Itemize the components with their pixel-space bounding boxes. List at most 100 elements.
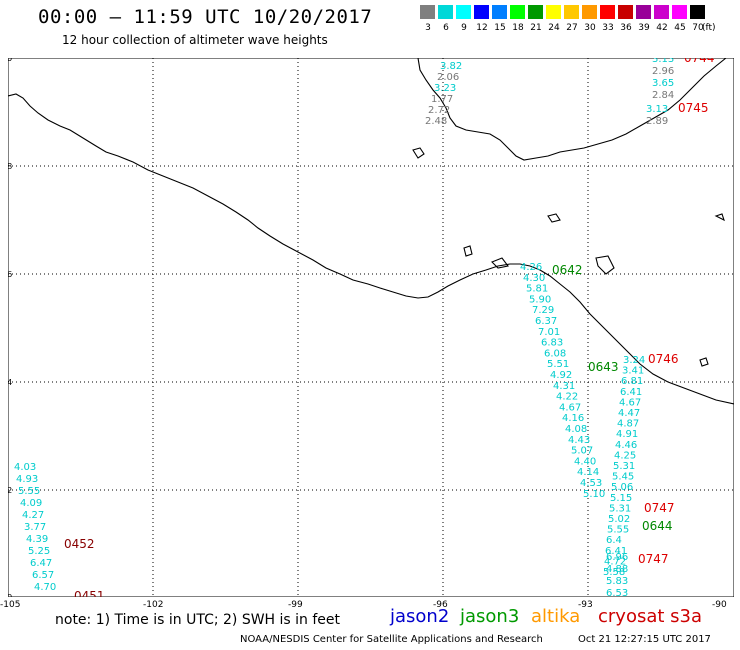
wave-height-value: 6.4 — [606, 535, 622, 546]
wave-height-value: 5.55 — [607, 525, 629, 536]
legend-swatch-39 — [636, 5, 651, 19]
island-7 — [714, 213, 725, 222]
coastline — [7, 57, 735, 405]
legend-swatch-15 — [492, 5, 507, 19]
wave-height-value: 4.67 — [619, 397, 641, 408]
lat-label: 14 — [8, 378, 12, 387]
lat-label: 16 — [8, 270, 12, 279]
legend-swatch-42 — [654, 5, 669, 19]
wave-height-value: 6.83 — [541, 338, 563, 349]
page-subtitle: 12 hour collection of altimeter wave hei… — [62, 33, 328, 47]
wave-height-value: 7.29 — [532, 305, 554, 316]
island-6 — [699, 357, 709, 367]
lon-label: -90 — [712, 600, 727, 610]
legend-label-18: 18 — [512, 23, 524, 33]
wave-height-value: 4.03 — [14, 462, 36, 473]
wave-height-value: 4.30 — [523, 273, 545, 284]
wave-height-value: 3.65 — [652, 78, 674, 89]
legend-swatch-33 — [600, 5, 615, 19]
legend-swatch-30 — [582, 5, 597, 19]
island-3 — [463, 245, 473, 257]
track-time-label: 0451 — [74, 589, 105, 597]
legend-swatch-36 — [618, 5, 633, 19]
page-title: 00:00 – 11:59 UTC 10/20/2017 — [38, 6, 373, 28]
wave-height-value: 3.13 — [646, 104, 668, 115]
legend-label-6: 6 — [443, 23, 449, 33]
legend-swatch-18 — [510, 5, 525, 19]
wave-height-value: 4.92 — [550, 370, 572, 381]
wave-height-value: 4.27 — [22, 510, 44, 521]
map-area: 201816141210 06413.803.822.063.231.772.7… — [2, 47, 735, 603]
wave-height-value: 2.06 — [437, 72, 459, 83]
legend-swatch-45 — [672, 5, 687, 19]
wave-height-value: 4.93 — [16, 474, 38, 485]
satellite-altika: altika — [531, 606, 581, 627]
wave-height-value: 4.22 — [556, 392, 578, 403]
legend-swatch-24 — [546, 5, 561, 19]
wave-height-value: 5.83 — [606, 576, 628, 587]
wave-height-value: 5.31 — [613, 461, 635, 472]
wave-height-value: 4.14 — [577, 467, 599, 478]
wave-height-value: 7.01 — [538, 327, 560, 338]
credit-line: NOAA/NESDIS Center for Satellite Applica… — [240, 634, 543, 645]
track-time-label: 0744 — [684, 58, 715, 65]
lat-label: 18 — [8, 162, 12, 171]
track-labels: 06413.803.822.063.231.772.722.4807443.13… — [14, 47, 715, 603]
satellite-jason3: jason3 — [460, 606, 520, 627]
wave-height-value: 5.90 — [529, 294, 551, 305]
wave-height-value: 4.70 — [34, 582, 56, 593]
wave-height-value: 6.47 — [30, 558, 52, 569]
legend-unit: (ft) — [702, 23, 716, 33]
wave-height-value: 4.16 — [562, 413, 584, 424]
wave-height-value: 4.26 — [520, 262, 542, 273]
gulf-coastline — [417, 57, 727, 161]
legend-swatch-21 — [528, 5, 543, 19]
wave-height-value: 6.08 — [544, 348, 566, 359]
wave-height-value: 4.87 — [617, 419, 639, 430]
wave-height-value: 4.31 — [553, 381, 575, 392]
graticule: 20 18 16 14 12 10 — [2, 54, 734, 602]
lat-label: 20 — [8, 58, 12, 63]
track-time-label: 0746 — [648, 352, 679, 366]
wave-height-value: 6.57 — [32, 570, 54, 581]
lon-label: -96 — [433, 600, 448, 610]
legend-swatch-12 — [474, 5, 489, 19]
wave-height-value: 4.09 — [20, 498, 42, 509]
legend-swatch-70 — [690, 5, 705, 19]
wave-height-value: 5.45 — [612, 472, 634, 483]
legend-swatch-3 — [420, 5, 435, 19]
legend-label-33: 33 — [602, 23, 614, 33]
wave-height-value: 3.77 — [24, 522, 46, 533]
legend-label-27: 27 — [566, 23, 578, 33]
wave-height-value: 4.72 — [604, 556, 626, 567]
track-time-label: 0641 — [478, 58, 509, 61]
pacific-coastline — [7, 93, 735, 405]
wave-height-value: 4.88 — [606, 564, 628, 575]
wave-height-value: 2.89 — [646, 116, 668, 127]
legend-swatch-27 — [564, 5, 579, 19]
lon-label: -102 — [143, 600, 164, 610]
footer-note: note: 1) Time is in UTC; 2) SWH is in fe… — [55, 612, 341, 628]
wave-height-value: 5.07 — [571, 446, 593, 457]
wave-height-value: 6.81 — [621, 376, 643, 387]
wave-height-value: 3.13 — [652, 58, 674, 65]
wave-height-value: 5.25 — [28, 546, 50, 557]
island-4 — [595, 255, 615, 275]
wave-height-value: 5.51 — [547, 359, 569, 370]
wave-height-value: 6.41 — [605, 546, 627, 557]
track-time-label: 0643 — [588, 360, 619, 374]
legend-label-70: 70 — [692, 23, 704, 33]
legend-label-24: 24 — [548, 23, 560, 33]
wave-height-value: 2.72 — [428, 105, 450, 116]
track-time-label: 0452 — [64, 537, 95, 551]
legend-label-42: 42 — [656, 23, 668, 33]
lat-label: 12 — [8, 486, 12, 495]
wave-height-value: 2.96 — [652, 66, 674, 77]
legend-label-21: 21 — [530, 23, 542, 33]
wave-height-value: 6.53 — [606, 588, 628, 597]
wave-height-value: 4.43 — [568, 435, 590, 446]
satellite-jason2: jason2 — [390, 606, 450, 627]
wave-height-value: 6.37 — [535, 316, 557, 327]
lon-label: -105 — [0, 600, 21, 610]
wave-height-value: 5.10 — [583, 489, 605, 500]
